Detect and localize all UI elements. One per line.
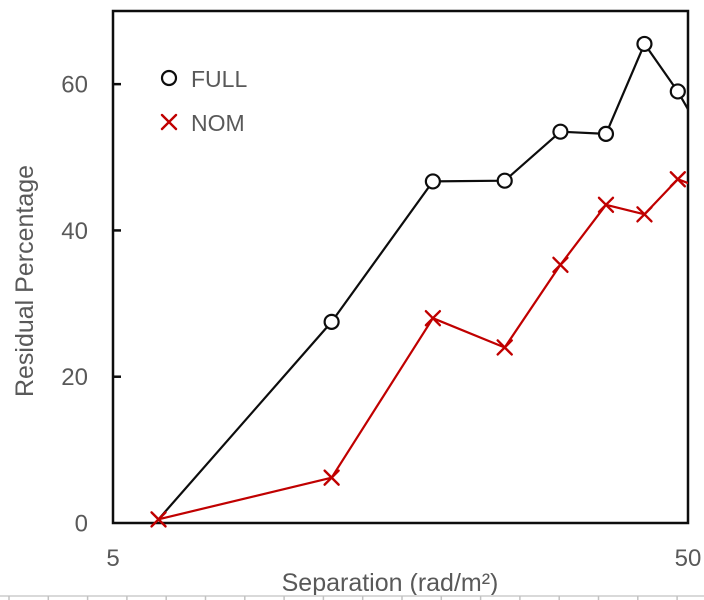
legend-label-nom: NOM	[191, 110, 245, 136]
legend-full-marker-icon	[160, 69, 178, 87]
nom-data-point-marker	[636, 206, 653, 223]
y-axis-tick-label: 40	[61, 218, 88, 245]
full-data-point-marker	[496, 172, 513, 189]
series-full	[157, 35, 688, 521]
x-axis-title: Separation (rad/m²)	[282, 569, 499, 597]
y-axis-tick-label: 0	[75, 511, 88, 538]
plot-border	[111, 9, 690, 525]
series-nom	[150, 171, 688, 528]
nom-data-point-marker	[424, 310, 442, 327]
full-data-point-marker	[669, 83, 686, 100]
legend-nom-marker-icon	[160, 113, 178, 131]
nom-data-point-marker	[597, 196, 615, 214]
full-data-point-marker	[636, 35, 653, 53]
legend: FULL NOM	[160, 66, 247, 136]
full-data-point-marker	[552, 123, 569, 140]
nom-data-point-marker	[669, 171, 687, 188]
nom-data-point-marker	[323, 469, 340, 486]
legend-label-full: FULL	[191, 66, 247, 92]
series-line-nom	[158, 178, 688, 521]
y-axis-title: Residual Percentage	[11, 165, 39, 397]
full-data-point-marker	[597, 125, 615, 142]
full-data-point-marker	[424, 173, 441, 190]
nom-data-point-marker	[150, 511, 167, 528]
full-data-point-marker	[323, 313, 340, 330]
x-axis-tick-label: 5	[106, 545, 119, 572]
legend-item-full: FULL	[160, 66, 247, 92]
nom-data-point-marker	[552, 256, 569, 274]
y-axis-tick-label: 60	[61, 72, 88, 99]
legend-item-nom: NOM	[160, 110, 245, 136]
adjacent-chart-edge	[0, 595, 704, 600]
x-axis-tick-label: 50	[675, 545, 702, 572]
nom-data-point-marker	[496, 339, 513, 356]
y-axis-tick-label: 20	[61, 364, 88, 391]
